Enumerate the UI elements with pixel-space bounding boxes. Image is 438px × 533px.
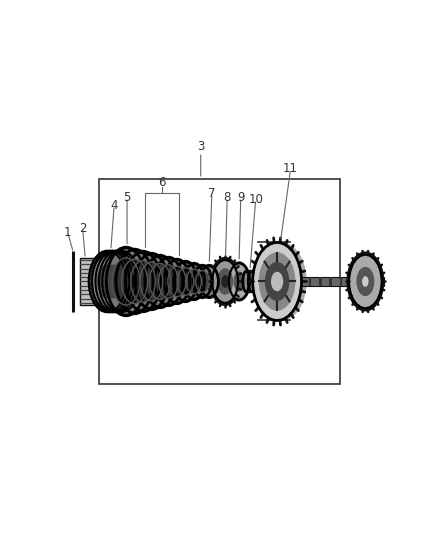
Ellipse shape: [104, 246, 148, 317]
Ellipse shape: [126, 252, 160, 311]
Ellipse shape: [271, 272, 283, 291]
Text: 8: 8: [223, 191, 231, 204]
Ellipse shape: [124, 250, 162, 313]
Ellipse shape: [111, 264, 131, 298]
Ellipse shape: [227, 261, 251, 302]
Ellipse shape: [155, 258, 183, 305]
Ellipse shape: [258, 243, 307, 320]
Ellipse shape: [159, 265, 178, 298]
Text: 1: 1: [64, 226, 71, 239]
Ellipse shape: [135, 254, 168, 309]
Ellipse shape: [106, 256, 136, 306]
Ellipse shape: [243, 271, 250, 292]
Ellipse shape: [346, 252, 385, 311]
Text: 5: 5: [124, 191, 131, 204]
Ellipse shape: [196, 271, 209, 293]
Bar: [288, 277, 290, 286]
Ellipse shape: [164, 260, 190, 303]
Ellipse shape: [209, 257, 241, 306]
Ellipse shape: [221, 275, 229, 288]
Ellipse shape: [181, 262, 207, 301]
Ellipse shape: [145, 256, 175, 307]
Ellipse shape: [183, 264, 205, 299]
Ellipse shape: [106, 248, 146, 315]
Ellipse shape: [143, 254, 177, 309]
Ellipse shape: [95, 256, 126, 306]
Ellipse shape: [242, 270, 251, 293]
Bar: [339, 277, 342, 286]
Ellipse shape: [88, 251, 126, 312]
Ellipse shape: [177, 268, 194, 295]
Ellipse shape: [140, 262, 163, 301]
Ellipse shape: [133, 252, 170, 311]
Ellipse shape: [191, 264, 214, 299]
Ellipse shape: [92, 251, 130, 312]
Bar: [308, 277, 311, 286]
Ellipse shape: [172, 260, 199, 303]
Text: 6: 6: [158, 176, 166, 189]
Ellipse shape: [149, 263, 170, 300]
Ellipse shape: [152, 256, 184, 307]
Ellipse shape: [217, 268, 233, 295]
Ellipse shape: [187, 269, 201, 294]
Ellipse shape: [92, 256, 123, 306]
Ellipse shape: [248, 271, 255, 292]
Ellipse shape: [114, 248, 155, 315]
Ellipse shape: [99, 251, 136, 312]
Ellipse shape: [99, 256, 130, 306]
Ellipse shape: [102, 256, 133, 306]
Ellipse shape: [97, 264, 118, 298]
Bar: [360, 277, 363, 286]
Bar: [319, 277, 321, 286]
Ellipse shape: [107, 264, 128, 298]
Text: 3: 3: [197, 140, 205, 152]
Text: 4: 4: [110, 199, 118, 212]
Ellipse shape: [349, 255, 381, 308]
Ellipse shape: [198, 264, 220, 299]
Bar: [350, 277, 353, 286]
Ellipse shape: [102, 251, 140, 312]
Ellipse shape: [253, 243, 301, 320]
Ellipse shape: [259, 252, 295, 311]
Ellipse shape: [357, 267, 374, 296]
Bar: [284, 277, 384, 286]
Ellipse shape: [247, 270, 256, 293]
Ellipse shape: [200, 266, 219, 297]
Text: 2: 2: [79, 222, 86, 235]
Ellipse shape: [100, 264, 121, 298]
Bar: [80, 258, 95, 305]
Ellipse shape: [104, 264, 124, 298]
Bar: [99, 179, 340, 384]
Ellipse shape: [174, 262, 197, 301]
Bar: [298, 277, 301, 286]
Ellipse shape: [162, 258, 192, 305]
Ellipse shape: [229, 263, 249, 300]
Ellipse shape: [131, 261, 155, 302]
Ellipse shape: [112, 258, 140, 305]
Text: 9: 9: [237, 191, 244, 204]
Text: 7: 7: [208, 187, 215, 200]
Ellipse shape: [204, 273, 214, 290]
Ellipse shape: [212, 260, 238, 303]
Ellipse shape: [95, 251, 133, 312]
Ellipse shape: [362, 276, 369, 287]
Ellipse shape: [233, 271, 245, 292]
Ellipse shape: [193, 266, 212, 297]
Ellipse shape: [121, 260, 148, 304]
Ellipse shape: [168, 266, 186, 296]
Text: 11: 11: [283, 162, 298, 175]
Ellipse shape: [116, 250, 153, 313]
Text: 10: 10: [248, 193, 263, 206]
Bar: [329, 277, 332, 286]
Ellipse shape: [265, 262, 290, 301]
